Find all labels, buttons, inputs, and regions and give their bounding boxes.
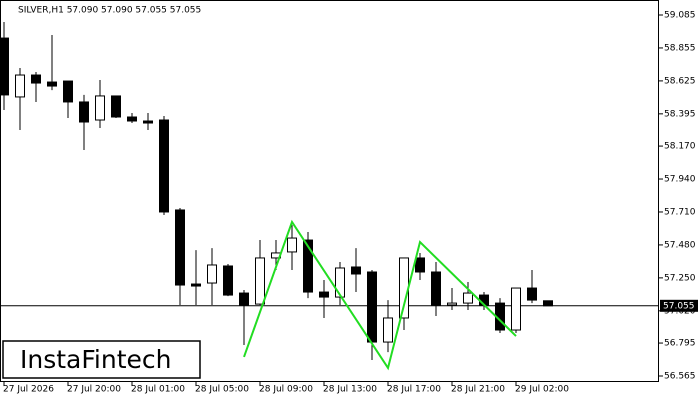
y-tick-label: 56.565 [664, 372, 696, 382]
x-tick-label: 28 Jul 05:00 [195, 385, 249, 395]
candle-body [95, 95, 105, 121]
candle-body [223, 265, 233, 296]
y-tick-label: 57.480 [664, 240, 696, 250]
candle-body [383, 317, 393, 343]
candle-body [447, 302, 457, 306]
y-tick-label: 57.710 [664, 207, 696, 217]
candle-body [319, 291, 329, 298]
y-tick-label: 58.395 [664, 109, 696, 119]
logo-text: InstaFintech [20, 345, 172, 374]
candle-body [127, 116, 137, 122]
y-tick-label: 58.625 [664, 76, 696, 86]
candle-body [367, 271, 377, 343]
candle-body [175, 209, 185, 286]
candle-body [15, 74, 25, 98]
candle-body [255, 257, 265, 305]
candle-body [63, 80, 73, 103]
x-tick-label: 28 Jul 01:00 [131, 385, 185, 395]
x-tick-label: 27 Jul 20:00 [67, 385, 121, 395]
candle-body [191, 283, 201, 287]
x-tick-label: 27 Jul 2026 [3, 385, 54, 395]
logo-box [2, 340, 201, 379]
x-tick-label: 28 Jul 13:00 [323, 385, 377, 395]
last-price-box [660, 299, 698, 312]
y-tick-label: 57.250 [664, 273, 696, 283]
candle-body [207, 264, 217, 284]
candle-body [0, 37, 9, 96]
candle-body [543, 300, 553, 307]
candle-body [351, 266, 361, 275]
chart-title: SILVER,H1 57.090 57.090 57.055 57.055 [18, 6, 201, 16]
candle-body [431, 271, 441, 306]
candle-body [335, 267, 345, 298]
candle-body [527, 287, 537, 301]
x-tick-label: 28 Jul 09:00 [259, 385, 313, 395]
candle-body [239, 292, 249, 306]
candle-body [511, 287, 521, 331]
candle-body [415, 257, 425, 273]
candle-body [111, 95, 121, 118]
candle-body [159, 119, 169, 213]
candle-body [47, 81, 57, 87]
plot-frame [0, 0, 659, 382]
candle-body [143, 120, 153, 124]
candle-body [79, 101, 89, 123]
x-tick-label: 29 Jul 02:00 [515, 385, 569, 395]
y-tick-label: 56.795 [664, 339, 696, 349]
candle-body [31, 74, 41, 84]
candle-body [287, 237, 297, 253]
pattern-line [243, 219, 517, 371]
y-tick-label: 57.940 [664, 175, 696, 185]
y-tick-label: 59.085 [664, 11, 696, 21]
y-tick-label: 58.855 [664, 43, 696, 53]
x-tick-label: 28 Jul 21:00 [451, 385, 505, 395]
y-tick-label: 58.170 [664, 142, 696, 152]
last-price-label: 57.055 [663, 301, 695, 311]
x-tick-label: 28 Jul 17:00 [387, 385, 441, 395]
candle-body [463, 292, 473, 304]
candle-body [303, 239, 313, 293]
